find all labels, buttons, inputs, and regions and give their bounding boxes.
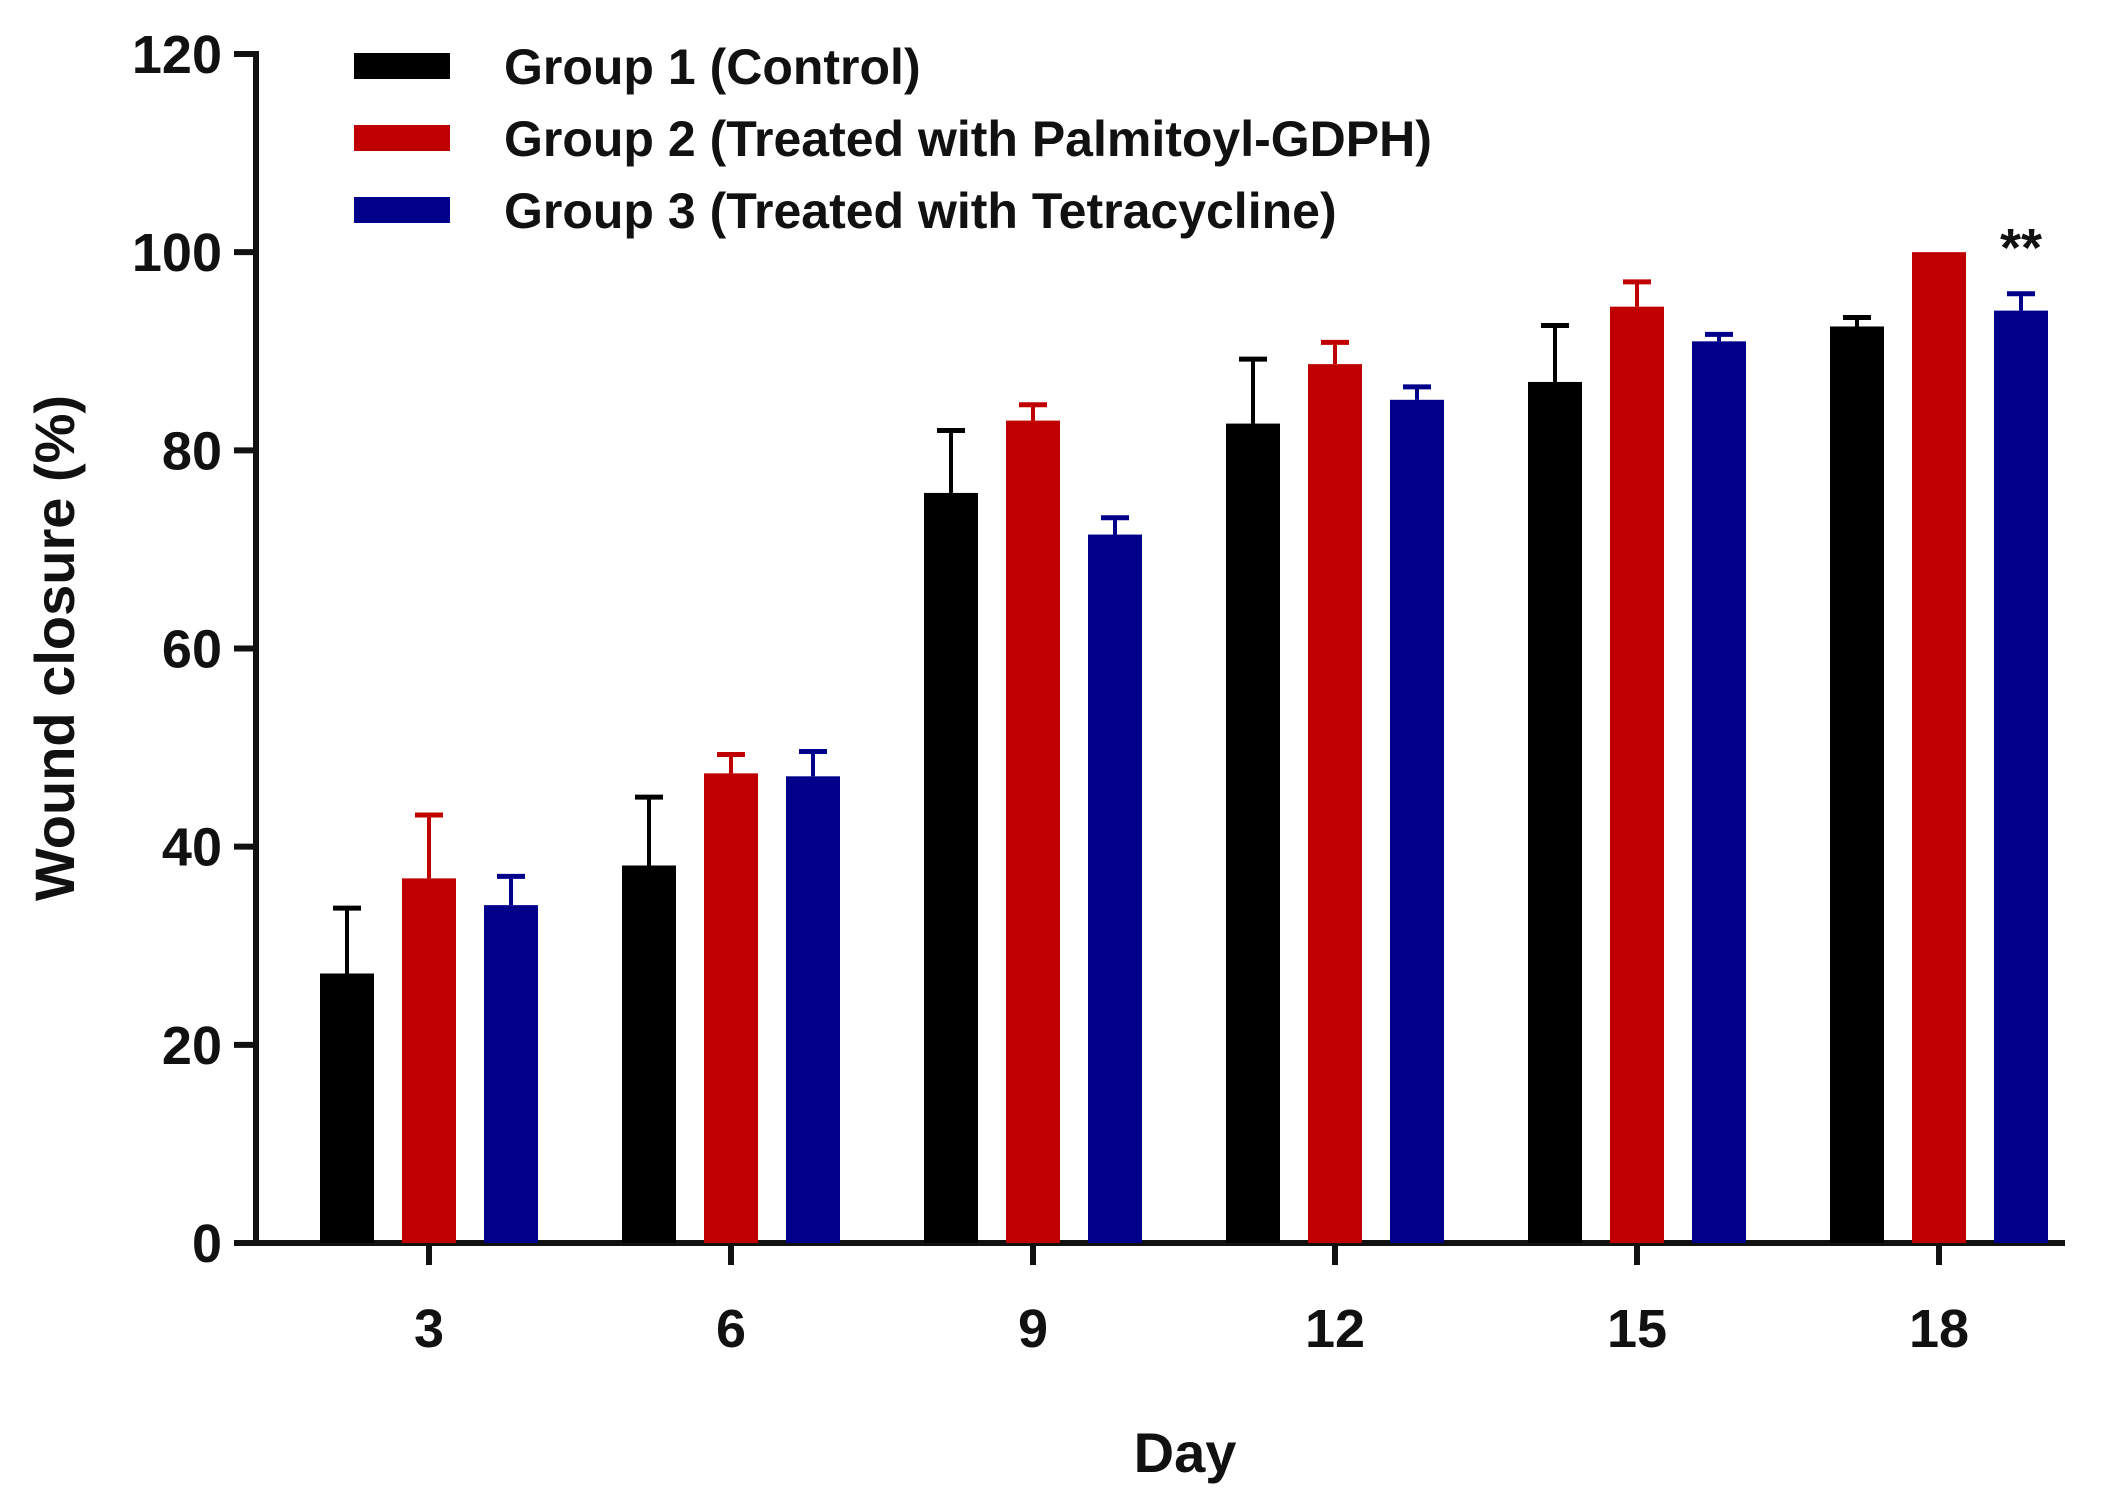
- bar-3-day-9: [1088, 534, 1142, 1243]
- x-tick-label: 9: [1018, 1299, 1048, 1359]
- y-tick-label: 60: [162, 620, 222, 680]
- y-tick-label: 80: [162, 421, 222, 481]
- legend-label: Group 3 (Treated with Tetracycline): [504, 183, 1337, 239]
- bar-2-day-15: [1610, 306, 1664, 1244]
- legend-label: Group 1 (Control): [504, 39, 921, 95]
- legend-swatch: [354, 125, 450, 151]
- bar-1-day-12: [1226, 423, 1280, 1244]
- bar-2-day-3: [402, 878, 456, 1243]
- legend-swatch: [354, 197, 450, 223]
- bars: **: [320, 218, 2048, 1244]
- bar-2-day-18: [1912, 252, 1966, 1243]
- x-tick-label: 6: [716, 1299, 746, 1359]
- bar-2-day-9: [1006, 420, 1060, 1243]
- bar-3-day-15: [1692, 341, 1746, 1243]
- bar-1-day-15: [1528, 381, 1582, 1243]
- bar-1-day-6: [622, 865, 676, 1243]
- legend: Group 1 (Control) Group 2 (Treated with P…: [354, 39, 1432, 239]
- legend-swatch: [354, 53, 450, 79]
- y-tick-label: 0: [192, 1214, 222, 1274]
- x-axis-title: Day: [1134, 1421, 1237, 1484]
- bar-3-day-6: [786, 776, 840, 1243]
- bar-2-day-6: [704, 773, 758, 1243]
- bar-3-day-3: [484, 905, 538, 1243]
- y-tick-label: 40: [162, 818, 222, 878]
- y-tick-label: 100: [132, 223, 222, 283]
- significance-annotation: **: [2000, 218, 2042, 278]
- bar-1-day-9: [924, 492, 978, 1243]
- x-tick-label: 12: [1305, 1299, 1365, 1359]
- x-tick-label: 3: [414, 1299, 444, 1359]
- y-tick-label: 20: [162, 1016, 222, 1076]
- legend-label: Group 2 (Treated with Palmitoyl-GDPH): [504, 111, 1432, 167]
- bar-3-day-12: [1390, 399, 1444, 1243]
- y-axis-title: Wound closure (%): [23, 395, 86, 901]
- axes: 0 20 40 60 80 100 120 3 6 9 12 15 18: [132, 25, 2065, 1359]
- x-tick-label: 18: [1909, 1299, 1969, 1359]
- x-tick-label: 15: [1607, 1299, 1667, 1359]
- bar-3-day-18: [1994, 310, 2048, 1243]
- y-tick-label: 120: [132, 25, 222, 85]
- bar-1-day-3: [320, 973, 374, 1243]
- bar-2-day-12: [1308, 364, 1362, 1243]
- bar-1-day-18: [1830, 326, 1884, 1244]
